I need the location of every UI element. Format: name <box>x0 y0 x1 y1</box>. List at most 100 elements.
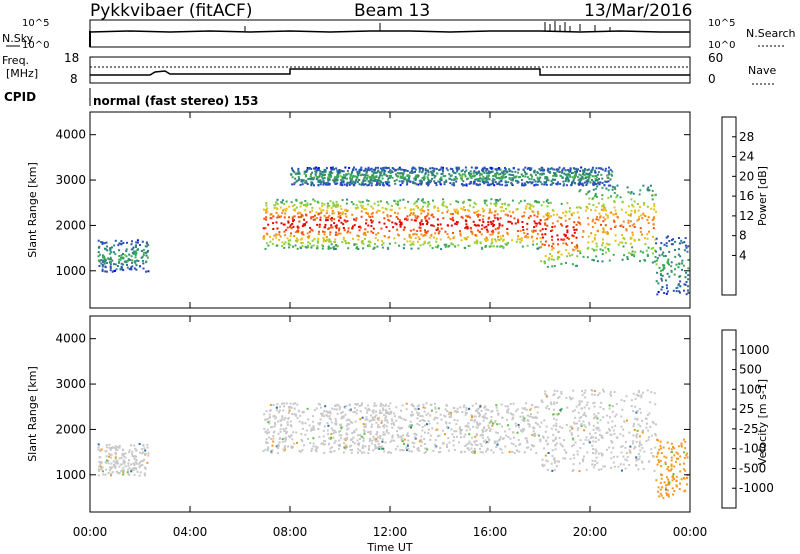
velocity-cell <box>490 420 493 423</box>
power-cell <box>538 168 541 171</box>
velocity-cell <box>686 483 688 486</box>
power-cell <box>310 217 313 220</box>
power-cell <box>432 225 435 227</box>
power-cell <box>323 233 326 236</box>
power-cell <box>679 285 682 288</box>
velocity-cell <box>616 455 619 458</box>
velocity-cell <box>666 441 669 444</box>
power-cell <box>654 193 657 196</box>
power-cell <box>544 255 547 257</box>
velocity-cell <box>330 433 333 436</box>
velocity-cell <box>502 437 505 440</box>
velocity-cell <box>329 438 332 441</box>
power-cell <box>344 166 347 169</box>
power-cell <box>437 180 440 183</box>
noise-right-tick-top: 10^5 <box>708 18 735 29</box>
velocity-cell <box>376 431 379 433</box>
velocity-cell <box>474 450 476 453</box>
velocity-cell <box>335 419 337 422</box>
power-cell <box>370 221 373 224</box>
velocity-cell <box>445 403 448 406</box>
power-cell <box>458 172 461 175</box>
velocity-cell <box>425 413 428 416</box>
power-cell <box>276 198 279 201</box>
power-cell <box>423 210 426 213</box>
power-cell <box>556 234 559 237</box>
velocity-cell <box>548 408 551 410</box>
power-cell <box>650 207 653 210</box>
power-cell <box>552 168 555 171</box>
power-cell <box>658 266 661 269</box>
velocity-cell <box>143 466 146 469</box>
power-cell <box>665 287 668 290</box>
velocity-cell <box>128 467 131 470</box>
power-cell <box>291 205 294 208</box>
velocity-cell <box>433 443 436 446</box>
power-cell <box>291 218 294 221</box>
velocity-cell <box>549 401 552 404</box>
power-cell <box>314 218 316 221</box>
velocity-cell <box>120 456 123 459</box>
velocity-cell <box>507 424 509 427</box>
power-cell <box>306 202 309 205</box>
power-cell <box>599 216 601 219</box>
velocity-cell <box>276 403 279 406</box>
power-cell <box>388 230 391 232</box>
velocity-cell <box>546 460 549 463</box>
power-cell <box>121 268 124 271</box>
velocity-cell <box>380 419 383 422</box>
power-cell <box>499 177 502 180</box>
velocity-cell <box>612 461 615 464</box>
power-cell <box>604 218 607 221</box>
velocity-cell <box>428 422 431 425</box>
power-cell <box>331 212 334 215</box>
power-cell <box>110 260 112 263</box>
power-cell <box>373 202 376 205</box>
power-cell <box>431 177 433 180</box>
velocity-cell <box>418 424 421 427</box>
velocity-cell <box>128 449 131 452</box>
velocity-cell <box>377 423 380 426</box>
power-cell <box>437 223 439 226</box>
power-cell <box>386 246 389 249</box>
power-cell <box>365 208 368 211</box>
power-cell <box>527 167 530 169</box>
velocity-cell <box>393 423 395 426</box>
velocity-cell <box>569 457 572 460</box>
velocity-cell <box>580 400 583 403</box>
velocity-cell <box>577 411 580 414</box>
velocity-cell <box>110 467 113 470</box>
power-cell <box>488 211 491 214</box>
power-cell <box>287 242 290 245</box>
velocity-cell <box>365 418 368 421</box>
velocity-cell <box>410 424 413 427</box>
velocity-cell <box>657 459 660 462</box>
power-cell <box>377 239 379 242</box>
velocity-cell <box>272 404 275 406</box>
velocity-cell <box>670 448 673 451</box>
velocity-cell <box>594 448 597 451</box>
power-cell <box>111 270 114 273</box>
velocity-cell <box>501 416 504 419</box>
velocity-cell <box>138 462 141 465</box>
velocity-cell <box>653 469 656 472</box>
power-cell <box>290 201 293 204</box>
power-cell <box>345 173 348 176</box>
power-cell <box>383 222 386 225</box>
power-cell <box>489 233 492 236</box>
power-cell <box>435 237 438 240</box>
velocity-cell <box>296 403 299 406</box>
velocity-cell <box>403 438 406 441</box>
power-cell <box>508 210 511 213</box>
power-cell <box>496 245 499 248</box>
velocity-cell <box>628 449 631 452</box>
velocity-cell <box>329 450 332 453</box>
velocity-cell <box>521 407 524 410</box>
power-cell <box>355 204 358 207</box>
power-cell <box>678 237 680 239</box>
velocity-cell <box>487 424 490 427</box>
power-cell <box>110 251 113 254</box>
velocity-cell <box>474 435 477 438</box>
power-cell <box>104 270 107 273</box>
power-cell <box>422 178 425 181</box>
